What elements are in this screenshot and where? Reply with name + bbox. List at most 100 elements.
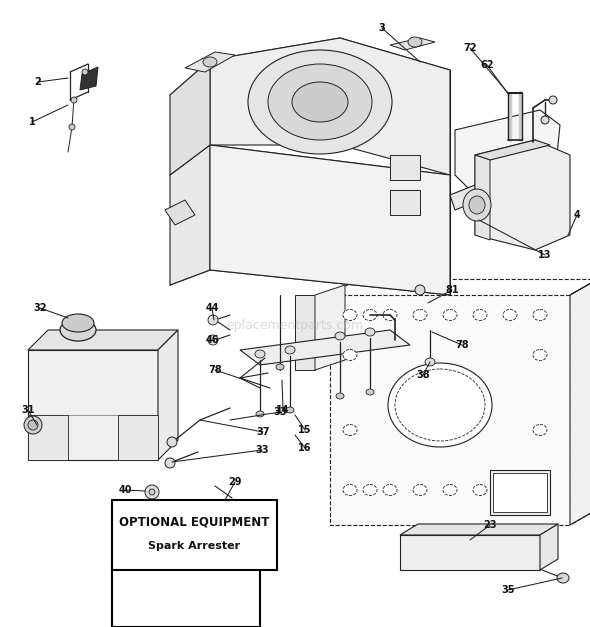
Ellipse shape xyxy=(363,485,377,495)
Polygon shape xyxy=(210,38,450,175)
Ellipse shape xyxy=(82,69,88,75)
Polygon shape xyxy=(170,60,210,175)
Text: OPTIONAL EQUIPMENT: OPTIONAL EQUIPMENT xyxy=(119,515,270,529)
Polygon shape xyxy=(28,330,178,350)
Polygon shape xyxy=(315,285,345,370)
Ellipse shape xyxy=(463,189,491,221)
Polygon shape xyxy=(475,155,490,240)
Polygon shape xyxy=(475,140,570,250)
Ellipse shape xyxy=(167,437,177,447)
Text: 44: 44 xyxy=(205,303,219,313)
Polygon shape xyxy=(475,140,550,160)
Ellipse shape xyxy=(413,310,427,320)
Text: 2: 2 xyxy=(35,77,41,87)
Ellipse shape xyxy=(388,363,492,447)
Ellipse shape xyxy=(60,319,96,341)
Ellipse shape xyxy=(28,420,38,430)
Ellipse shape xyxy=(383,485,397,495)
Ellipse shape xyxy=(443,310,457,320)
Polygon shape xyxy=(158,330,178,460)
Ellipse shape xyxy=(473,310,487,320)
Ellipse shape xyxy=(268,64,372,140)
Polygon shape xyxy=(28,415,68,460)
Text: 33: 33 xyxy=(255,445,269,455)
Ellipse shape xyxy=(533,310,547,320)
Ellipse shape xyxy=(503,485,517,495)
Ellipse shape xyxy=(343,485,357,495)
Text: 38: 38 xyxy=(416,370,430,380)
Ellipse shape xyxy=(473,485,487,495)
Ellipse shape xyxy=(292,82,348,122)
Text: 32: 32 xyxy=(33,303,47,313)
Ellipse shape xyxy=(383,310,397,320)
Text: 37: 37 xyxy=(256,427,270,437)
Polygon shape xyxy=(118,415,158,460)
Ellipse shape xyxy=(203,57,217,67)
Polygon shape xyxy=(28,350,158,460)
Text: 72: 72 xyxy=(463,43,477,53)
Bar xyxy=(330,295,570,525)
Ellipse shape xyxy=(557,573,569,583)
Ellipse shape xyxy=(165,458,175,468)
Ellipse shape xyxy=(469,196,485,214)
Ellipse shape xyxy=(533,424,547,436)
Ellipse shape xyxy=(533,485,547,495)
Polygon shape xyxy=(400,535,540,570)
Ellipse shape xyxy=(343,424,357,436)
Text: 33: 33 xyxy=(273,407,287,417)
Ellipse shape xyxy=(365,328,375,336)
Ellipse shape xyxy=(208,335,218,345)
Ellipse shape xyxy=(285,346,295,354)
Ellipse shape xyxy=(363,310,377,320)
Ellipse shape xyxy=(62,314,94,332)
Text: 14: 14 xyxy=(276,405,290,415)
Ellipse shape xyxy=(208,315,218,325)
Text: 3: 3 xyxy=(379,23,385,33)
Text: 13: 13 xyxy=(538,250,552,260)
Polygon shape xyxy=(170,145,210,285)
Polygon shape xyxy=(185,52,235,72)
Text: 62: 62 xyxy=(480,60,494,70)
Ellipse shape xyxy=(425,358,435,366)
Text: 16: 16 xyxy=(299,443,312,453)
Ellipse shape xyxy=(541,116,549,124)
Text: 23: 23 xyxy=(483,520,497,530)
Text: 1: 1 xyxy=(29,117,35,127)
Ellipse shape xyxy=(366,389,374,395)
Text: 78: 78 xyxy=(455,340,469,350)
Ellipse shape xyxy=(149,489,155,495)
Ellipse shape xyxy=(336,393,344,399)
Polygon shape xyxy=(390,38,435,50)
Bar xyxy=(493,473,547,512)
Ellipse shape xyxy=(276,364,284,370)
Ellipse shape xyxy=(335,332,345,340)
Polygon shape xyxy=(570,279,590,525)
Bar xyxy=(390,155,420,180)
Ellipse shape xyxy=(256,411,264,417)
Ellipse shape xyxy=(255,350,265,358)
Ellipse shape xyxy=(145,485,159,499)
Bar xyxy=(112,561,260,627)
Ellipse shape xyxy=(71,97,77,103)
Ellipse shape xyxy=(343,349,357,361)
Ellipse shape xyxy=(69,124,75,130)
Polygon shape xyxy=(210,145,450,295)
Ellipse shape xyxy=(503,310,517,320)
Polygon shape xyxy=(450,185,480,210)
Ellipse shape xyxy=(413,485,427,495)
Text: 46: 46 xyxy=(205,335,219,345)
Ellipse shape xyxy=(533,349,547,361)
Ellipse shape xyxy=(415,285,425,295)
Ellipse shape xyxy=(408,37,422,47)
Ellipse shape xyxy=(443,485,457,495)
Text: 40: 40 xyxy=(118,485,132,495)
Ellipse shape xyxy=(549,96,557,104)
Ellipse shape xyxy=(286,407,294,413)
Bar xyxy=(390,190,420,215)
Polygon shape xyxy=(400,524,558,535)
Text: eplacementparts.com: eplacementparts.com xyxy=(227,319,363,332)
Text: 15: 15 xyxy=(299,425,312,435)
Polygon shape xyxy=(455,110,560,195)
Polygon shape xyxy=(80,67,98,90)
Polygon shape xyxy=(165,200,195,225)
